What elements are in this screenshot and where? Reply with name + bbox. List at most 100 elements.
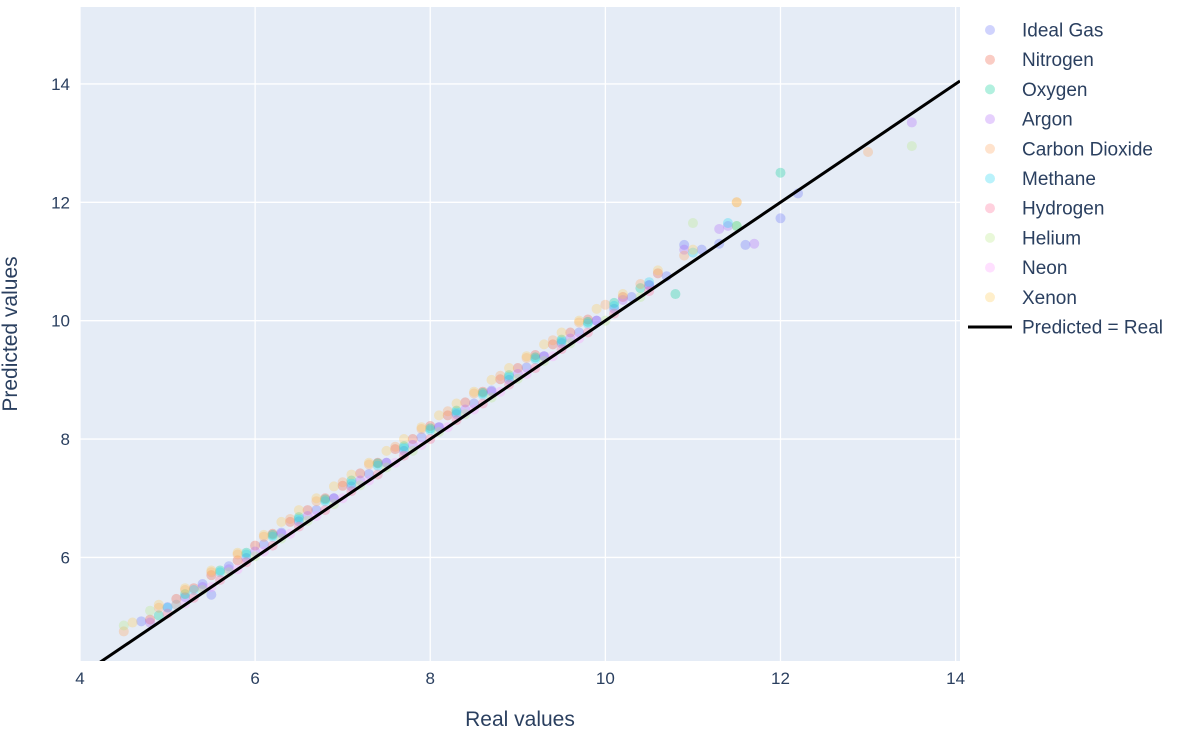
data-point-xenon [258,529,269,540]
data-point-carbon-dioxide [679,250,690,261]
legend-item-reference-line[interactable]: Predicted = Real [968,318,1163,339]
legend-item-ideal-gas[interactable]: Ideal Gas [985,21,1103,42]
data-point-oxygen [398,441,409,452]
data-point-xenon [574,315,585,326]
data-point-methane [267,531,278,542]
data-point-helium [906,141,917,152]
legend-label: Neon [1022,258,1067,279]
data-point-xenon [328,481,339,492]
legend-item-nitrogen[interactable]: Nitrogen [985,50,1094,71]
data-point-carbon-dioxide [390,441,401,452]
data-point-nitrogen [652,268,663,279]
data-point-methane [346,478,357,489]
data-point-oxygen [775,167,786,178]
data-point-carbon-dioxide [600,299,611,310]
legend-item-xenon[interactable]: Xenon [985,288,1077,309]
x-tick-label: 12 [771,669,790,688]
y-tick-label: 6 [61,548,70,567]
reference-line-group [99,79,960,661]
data-point-carbon-dioxide [635,278,646,289]
data-point-xenon [731,197,742,208]
data-point-argon [714,223,725,234]
legend-item-methane[interactable]: Methane [985,169,1096,190]
data-point-nitrogen [320,493,331,504]
data-point-xenon [311,493,322,504]
data-point-carbon-dioxide [180,584,191,595]
data-point-nitrogen [495,374,506,385]
data-point-methane [293,513,304,524]
legend-item-carbon-dioxide[interactable]: Carbon Dioxide [985,139,1153,160]
y-tick-label: 14 [51,75,70,94]
data-point-nitrogen [145,614,156,625]
data-point-nitrogen [565,327,576,338]
data-point-xenon [363,457,374,468]
legend-label: Argon [1022,110,1073,131]
data-point-argon [906,117,917,128]
data-point-carbon-dioxide [731,197,742,208]
reference-line [99,79,960,661]
data-point-methane [477,389,488,400]
legend-marker [985,25,995,35]
data-point-ideal-gas [740,239,751,250]
data-point-carbon-dioxide [469,388,480,399]
data-point-methane [162,602,173,613]
data-point-nitrogen [355,468,366,479]
legend[interactable]: Ideal Gas Nitrogen Oxygen Argon Carbon Dioxi… [968,21,1163,339]
data-point-methane [504,371,515,382]
data-point-nitrogen [206,570,217,581]
data-point-xenon [153,599,164,610]
data-point-nitrogen [267,528,278,539]
data-point-ideal-gas [451,409,462,420]
data-point-nitrogen [302,505,313,516]
data-point-carbon-dioxide [442,406,453,417]
legend-item-neon[interactable]: Neon [985,258,1067,279]
data-point-carbon-dioxide [285,513,296,524]
data-point-carbon-dioxide [521,352,532,363]
data-point-methane [687,247,698,258]
data-point-oxygen [267,529,278,540]
legend-marker [985,114,995,125]
y-axis-ticks: 6 8 10 12 14 [51,75,70,567]
data-point-ideal-gas [775,213,786,224]
x-tick-label: 6 [250,669,259,688]
legend-item-argon[interactable]: Argon [985,110,1073,131]
data-point-methane [188,584,199,595]
data-point-nitrogen [285,516,296,527]
data-point-xenon [206,565,217,576]
data-point-xenon [469,386,480,397]
legend-marker [985,54,995,65]
data-point-methane [451,407,462,418]
data-point-oxygen [153,610,164,621]
data-point-ideal-gas [162,602,173,613]
data-point-ideal-gas [276,527,287,538]
data-point-methane [530,354,541,365]
x-tick-label: 8 [426,669,435,688]
data-point-oxygen [504,370,515,381]
legend-item-oxygen[interactable]: Oxygen [985,80,1087,101]
data-point-ideal-gas [521,362,532,373]
legend-marker [985,292,995,303]
legend-item-helium[interactable]: Helium [985,228,1081,249]
data-point-ideal-gas [679,239,690,250]
data-point-nitrogen [617,292,628,303]
legend-label: Ideal Gas [1022,21,1103,42]
legend-item-hydrogen[interactable]: Hydrogen [985,199,1104,220]
data-point-nitrogen [171,593,182,604]
data-point-helium [118,620,129,631]
legend-label: Predicted = Real [1022,318,1163,339]
x-tick-label: 4 [75,669,84,688]
data-point-oxygen [180,589,191,600]
data-point-methane [644,277,655,288]
data-point-xenon [652,265,663,276]
data-point-methane [582,318,593,329]
x-axis-ticks: 4 6 8 10 12 14 [75,669,965,688]
data-point-oxygen [320,494,331,505]
data-point-carbon-dioxide [311,496,322,507]
data-point-oxygen [556,334,567,345]
x-tick-label: 10 [596,669,615,688]
legend-marker [985,232,995,243]
data-point-nitrogen [372,457,383,468]
data-point-carbon-dioxide [118,626,129,637]
data-point-xenon [276,516,287,527]
legend-label: Hydrogen [1022,199,1104,220]
